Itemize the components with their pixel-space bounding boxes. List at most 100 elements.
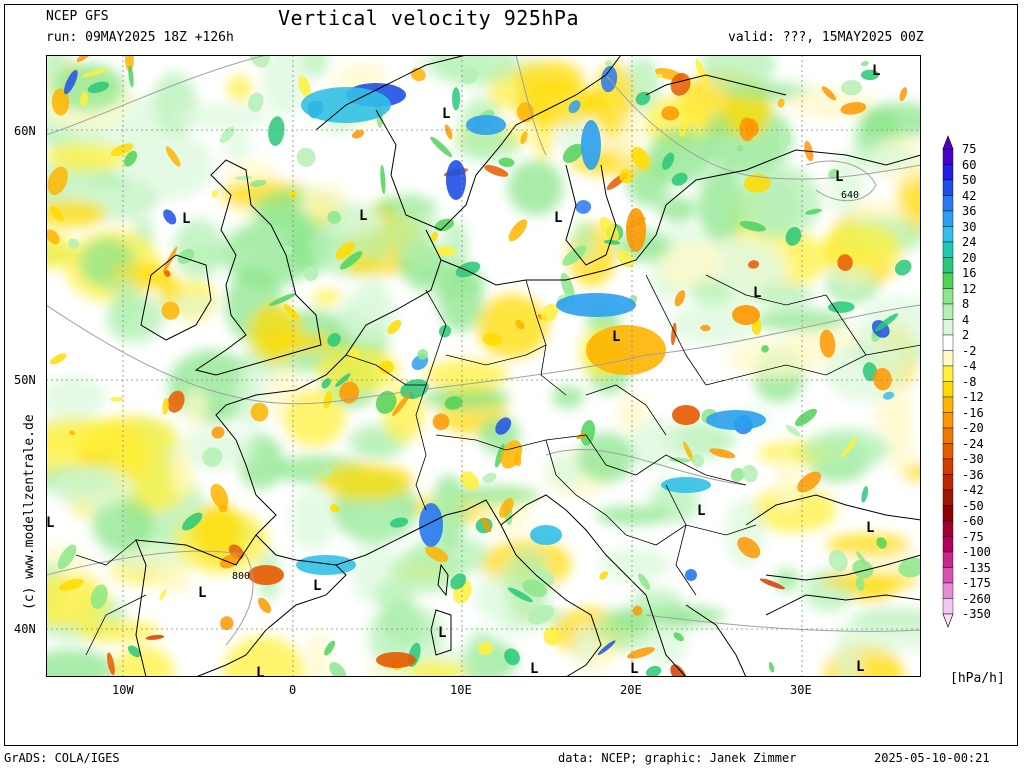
low-pressure-markers: L L L L L L L L L L L L L L L L L L: [46, 63, 880, 677]
valid-time: valid: ???, 15MAY2025 00Z: [728, 30, 924, 45]
colorbar-swatch: [942, 350, 954, 367]
colorbar-level-label: -24: [962, 436, 984, 451]
colorbar-swatch: [942, 458, 954, 475]
low-marker: L: [753, 285, 761, 301]
colorbar-level-label: -16: [962, 405, 984, 420]
colorbar-swatch: [942, 412, 954, 429]
low-marker: L: [612, 329, 620, 345]
colorbar-swatch: [942, 319, 954, 336]
colorbar-swatch: [942, 195, 954, 212]
colorbar-swatch: [942, 474, 954, 491]
colorbar-swatch: [942, 210, 954, 227]
footer-software: GrADS: COLA/IGES: [4, 751, 120, 765]
colorbar-swatch: [942, 551, 954, 568]
colorbar-swatch: [942, 427, 954, 444]
colorbar-level-label: -60: [962, 514, 984, 528]
colorbar-level-label: -135: [962, 560, 991, 575]
low-marker: L: [554, 210, 562, 226]
colorbar-swatch: [942, 241, 954, 258]
lon-label-0: 0: [289, 683, 297, 697]
colorbar: [942, 135, 954, 628]
colorbar-level-label: 36: [962, 204, 977, 218]
low-marker: L: [198, 585, 206, 601]
low-marker: L: [442, 106, 450, 122]
colorbar-level-label: 50: [962, 173, 977, 187]
colorbar-swatch: [942, 536, 954, 553]
lat-label-40n: 40N: [14, 622, 36, 636]
colorbar-level-label: 12: [962, 281, 977, 296]
figure-frame: [4, 4, 1018, 746]
colorbar-swatch: [942, 148, 954, 165]
lon-label-20e: 20E: [620, 683, 642, 697]
graticule: [46, 55, 921, 677]
low-marker: L: [866, 520, 874, 536]
colorbar-level-label: -175: [962, 576, 991, 590]
lon-label-30e: 30E: [790, 683, 812, 697]
map-border: [46, 55, 921, 677]
lon-label-10e: 10E: [450, 683, 472, 697]
colorbar-level-label: 60: [962, 157, 977, 172]
colorbar-swatch: [942, 443, 954, 460]
colorbar-level-label: -30: [962, 452, 984, 466]
colorbar-swatch: [942, 489, 954, 506]
colorbar-swatch: [942, 179, 954, 196]
colorbar-level-label: -36: [962, 467, 984, 482]
low-marker: L: [256, 665, 264, 677]
colorbar-level-label: 42: [962, 188, 977, 203]
lat-label-50n: 50N: [14, 373, 36, 387]
colorbar-bottom-arrow: [942, 613, 954, 628]
low-marker: L: [835, 169, 843, 185]
colorbar-level-label: 8: [962, 297, 970, 311]
low-marker: L: [46, 515, 54, 531]
colorbar-level-label: 16: [962, 266, 977, 280]
colorbar-swatch: [942, 164, 954, 181]
footer-credits: data: NCEP; graphic: Janek Zimmer: [558, 751, 797, 765]
colorbar-level-label: -50: [962, 498, 984, 513]
colorbar-level-label: 20: [962, 250, 977, 265]
coastlines: [135, 55, 921, 677]
map-title: Vertical velocity 925hPa: [278, 6, 579, 30]
run-info: run: 09MAY2025 18Z +126h: [46, 30, 234, 45]
low-marker: L: [182, 211, 190, 227]
colorbar-swatch: [942, 226, 954, 243]
colorbar-top-arrow: [942, 135, 954, 150]
low-marker: L: [359, 208, 367, 224]
colorbar-swatch: [942, 334, 954, 351]
footer-timestamp: 2025-05-10-00:21: [874, 751, 990, 765]
country-borders: [75, 274, 921, 656]
colorbar-swatch: [942, 598, 954, 615]
colorbar-level-label: -4: [962, 359, 977, 373]
colorbar-swatch: [942, 365, 954, 382]
colorbar-level-label: -100: [962, 545, 991, 559]
colorbar-swatch: [942, 288, 954, 305]
colorbar-level-label: -2: [962, 343, 977, 358]
colorbar-level-label: -260: [962, 591, 991, 606]
colorbar-level-label: 4: [962, 312, 970, 327]
low-marker: L: [438, 625, 446, 641]
colorbar-level-label: -75: [962, 529, 984, 544]
contour-label-800: 800: [232, 571, 250, 582]
low-marker: L: [697, 503, 705, 519]
colorbar-level-label: -42: [962, 483, 984, 497]
colorbar-swatch: [942, 303, 954, 320]
lon-label-10w: 10W: [112, 683, 134, 697]
colorbar-level-label: -20: [962, 421, 984, 435]
vertical-velocity-map: L L L L L L L L L L L L L L L L L L 640 800: [46, 55, 921, 677]
colorbar-level-label: 24: [962, 235, 977, 249]
velocity-field-detail: [46, 55, 921, 677]
low-marker: L: [313, 578, 321, 594]
colorbar-swatch: [942, 505, 954, 522]
height-contours: [46, 55, 921, 646]
colorbar-level-label: 2: [962, 328, 970, 342]
low-marker: L: [872, 63, 880, 79]
colorbar-swatch: [942, 272, 954, 289]
low-marker: L: [630, 661, 638, 677]
colorbar-swatch: [942, 396, 954, 413]
copyright-text: (c) www.modellzentrale.de: [22, 414, 37, 610]
contour-label-640: 640: [841, 190, 859, 201]
colorbar-level-label: -8: [962, 374, 977, 389]
colorbar-level-label: 75: [962, 142, 977, 156]
colorbar-level-label: -350: [962, 607, 991, 621]
colorbar-swatch: [942, 257, 954, 274]
low-marker: L: [530, 661, 538, 677]
